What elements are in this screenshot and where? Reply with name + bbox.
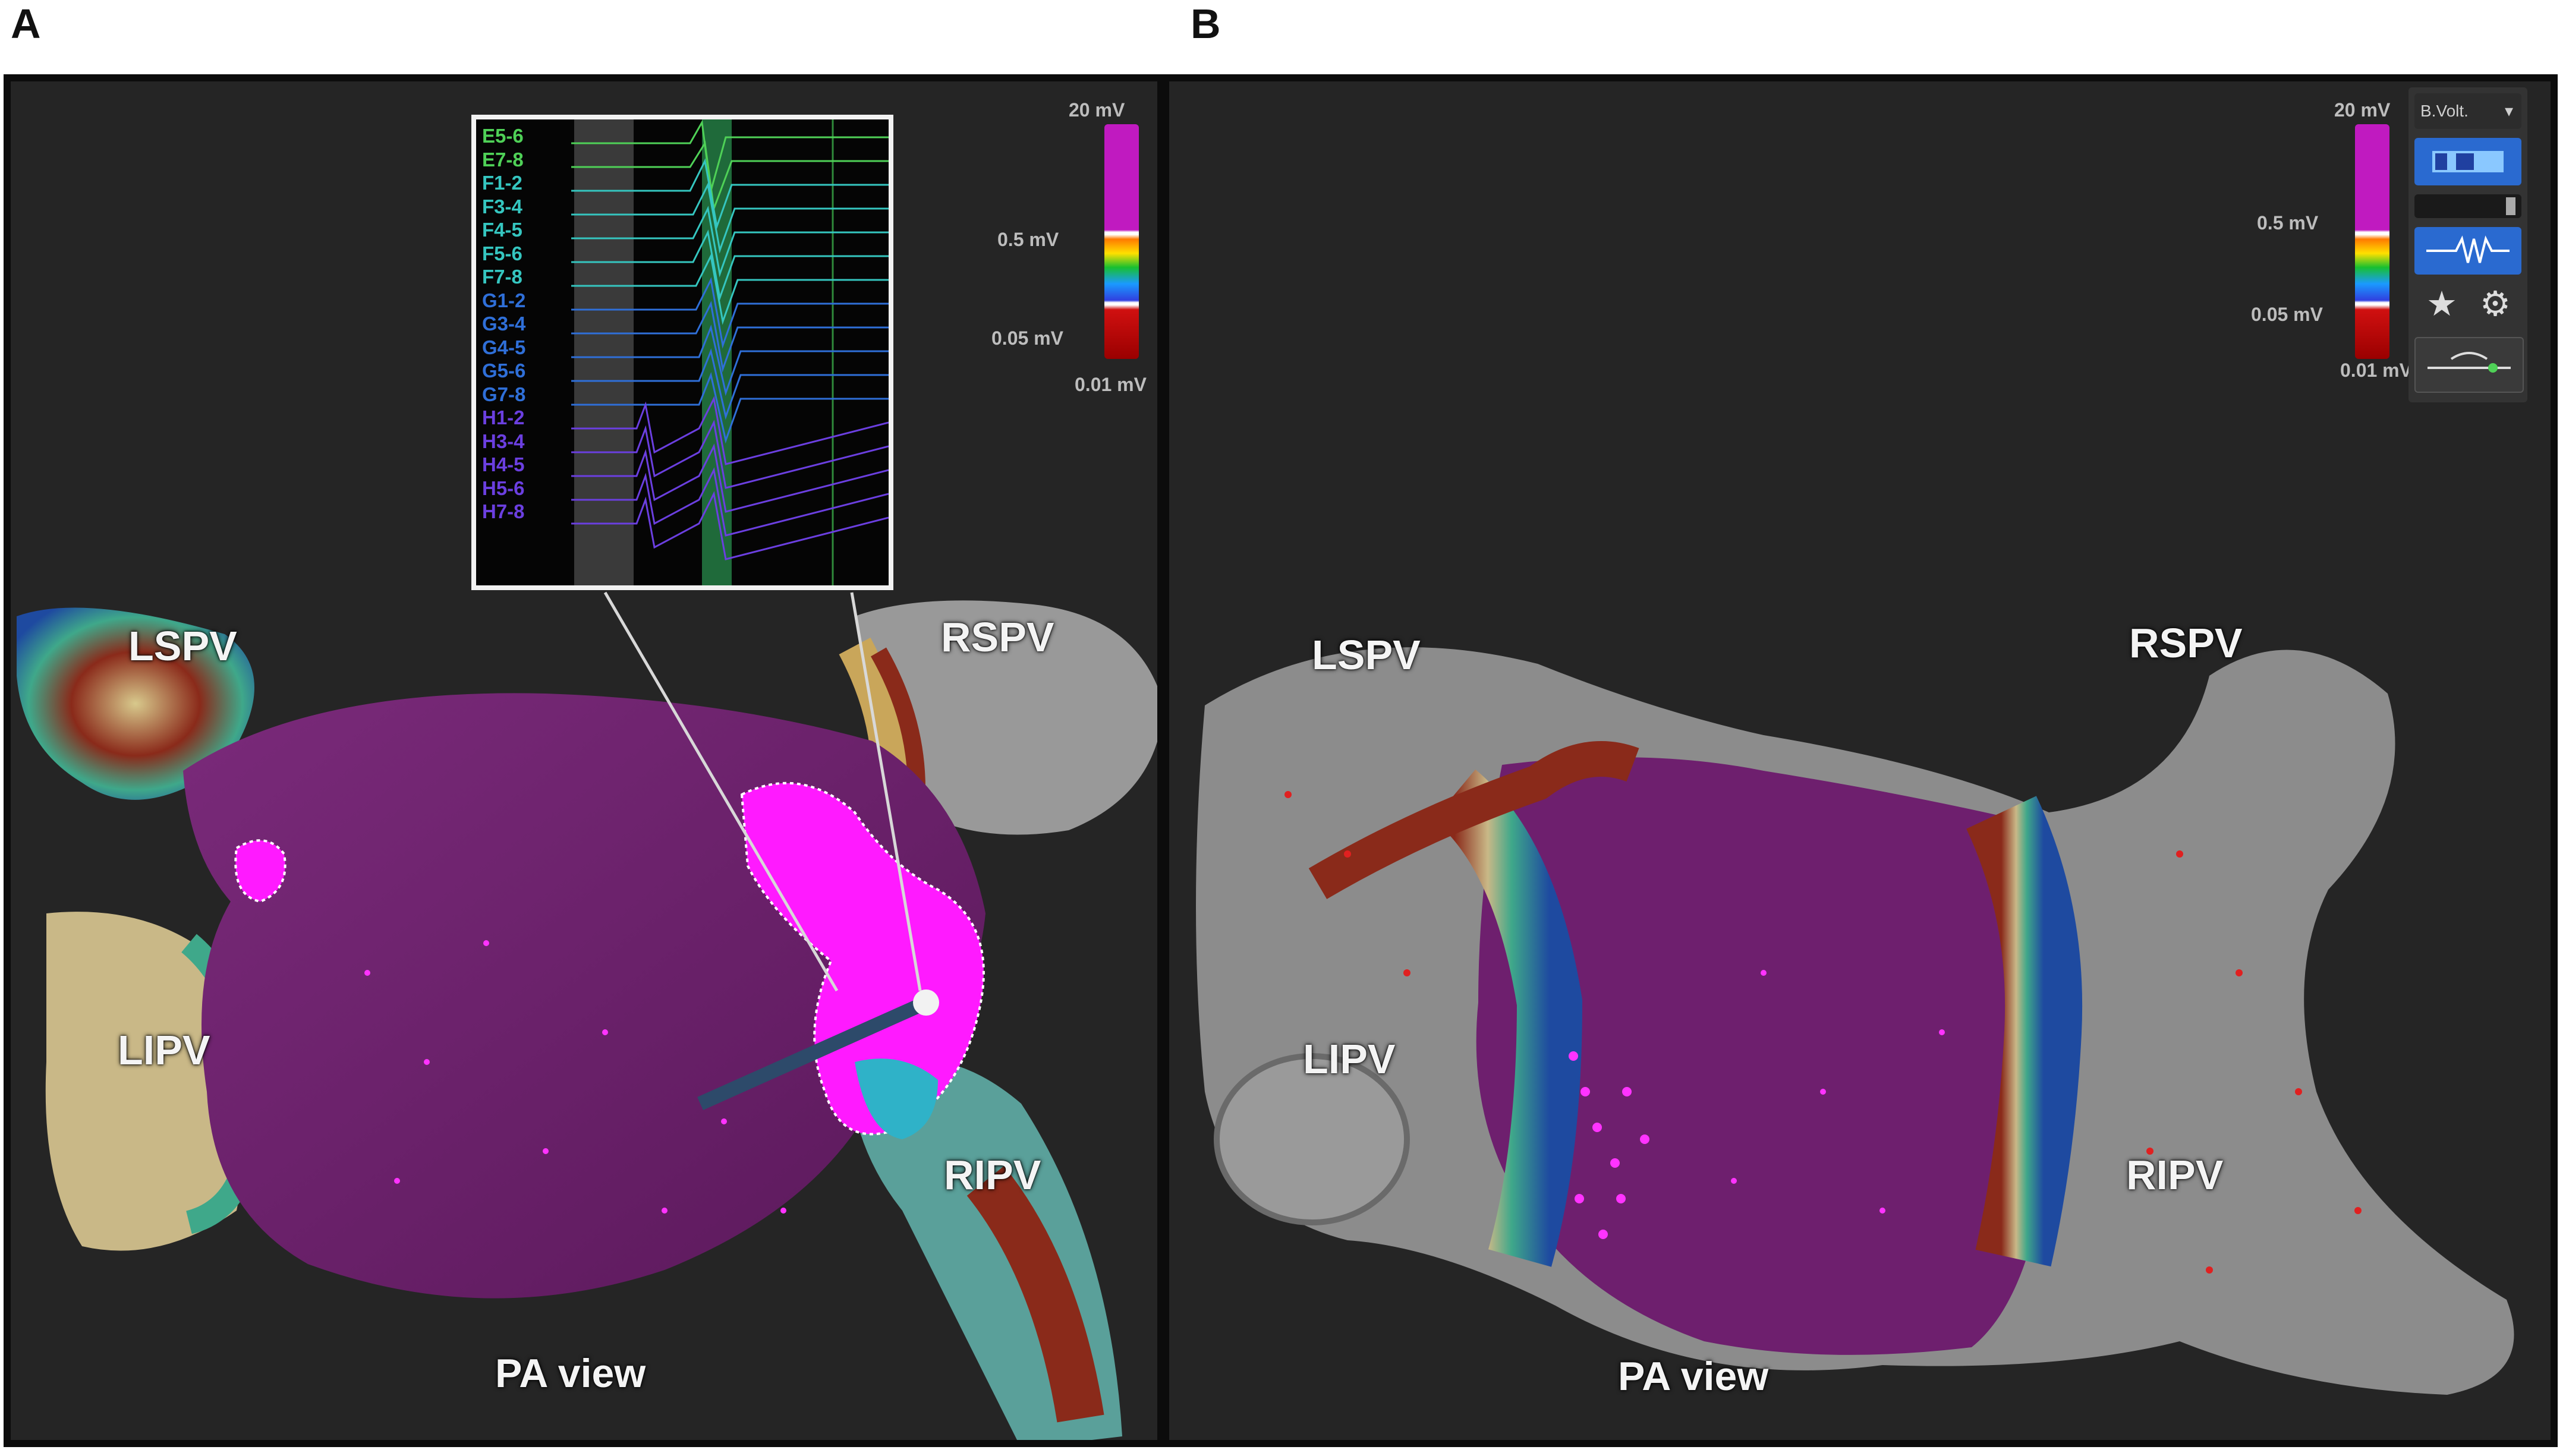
ripv-label: RIPV [944,1152,1041,1198]
rspv-label: RSPV [941,614,1054,660]
signal-button[interactable] [2414,227,2521,275]
opacity-slider[interactable] [2414,194,2521,218]
lspv-label: LSPV [128,623,237,669]
voltage-map-button[interactable] [2414,138,2521,185]
channel-label: G7-8 [482,383,526,405]
channel-label: F3-4 [482,195,522,218]
scale-top-label: 20 mV [2334,99,2391,121]
star-icon[interactable]: ★ [2426,285,2457,323]
channel-name-list: E5-6 E7-8 F1-2 F3-4 F4-5 F5-6 F7-8 G1-2 … [482,119,565,524]
panel-a-low-voltage-patch-1 [234,839,286,903]
scale-mid2-label: 0.05 mV [2251,304,2323,325]
panel-a-electrogram-inset: E5-6 E7-8 F1-2 F3-4 F4-5 F5-6 F7-8 G1-2 … [471,115,893,590]
channel-label: F4-5 [482,219,522,241]
catheter-icon [2428,352,2511,373]
lipv-label: LIPV [1303,1036,1396,1082]
ripv-label: RIPV [2126,1152,2224,1198]
rspv-label: RSPV [2129,620,2243,666]
panel-a-rspv-region [855,600,1157,835]
panel-b-low-voltage-cluster [1569,1051,1649,1239]
scale-top-label: 20 mV [1069,99,1125,121]
panel-b-voltage-map: 20 mV 0.5 mV 0.05 mV 0.01 mV B.Volt. ▾ ★… [1162,74,2558,1447]
panel-b-atrial-body [1476,757,2053,1355]
map-toolbar: B.Volt. ▾ ★ ⚙ [2408,87,2527,402]
channel-label: G3-4 [482,313,526,335]
channel-label: H7-8 [482,500,525,522]
electrogram-traces [571,119,889,585]
panel-a-voltage-map: E5-6 E7-8 F1-2 F3-4 F4-5 F5-6 F7-8 G1-2 … [4,74,1164,1447]
map-type-dropdown[interactable]: B.Volt. ▾ [2414,93,2521,129]
channel-label: G5-6 [482,360,526,382]
panel-a-lspv-region [17,607,254,800]
favorite-settings-row: ★ ⚙ [2414,283,2521,325]
lspv-label: LSPV [1312,632,1421,678]
panel-a-letter: A [11,1,41,47]
panel-a-lipv-region [45,912,247,1251]
map-icon [2432,151,2504,172]
scale-color-bar [2355,124,2389,359]
channel-label: F7-8 [482,266,522,288]
view-label: PA view [495,1351,646,1396]
channel-label: E5-6 [482,125,524,147]
slider-handle[interactable] [2506,197,2515,215]
dropdown-value: B.Volt. [2420,102,2469,120]
view-label: PA view [1618,1354,1769,1399]
scale-bottom-label: 0.01 mV [1075,374,1147,395]
scale-mid2-label: 0.05 mV [991,327,1063,349]
scale-mid1-label: 0.5 mV [2257,212,2319,234]
lipv-label: LIPV [118,1027,210,1073]
panel-b-letter: B [1191,1,1221,47]
scale-color-bar [1104,124,1139,359]
catheter-button[interactable] [2414,337,2524,393]
channel-label: H1-2 [482,406,525,428]
channel-label: H4-5 [482,453,525,475]
panel-a-atrium-rendering [17,591,1157,1440]
panel-a-mapping-points [364,940,786,1214]
scale-mid1-label: 0.5 mV [997,229,1059,250]
channel-label: G1-2 [482,289,526,311]
gear-icon[interactable]: ⚙ [2480,285,2511,323]
channel-label: F5-6 [482,242,522,264]
channel-label: H5-6 [482,477,525,499]
channel-label: F1-2 [482,172,522,194]
scale-bottom-label: 0.01 mV [2340,360,2412,381]
channel-label: E7-8 [482,148,524,171]
chevron-down-icon: ▾ [2504,102,2513,120]
channel-label: G4-5 [482,336,526,358]
panel-b-mapping-points [1284,791,2362,1274]
waveform-icon [2426,235,2510,263]
channel-label: H3-4 [482,430,525,452]
panel-b-atrium-rendering [1196,647,2514,1395]
